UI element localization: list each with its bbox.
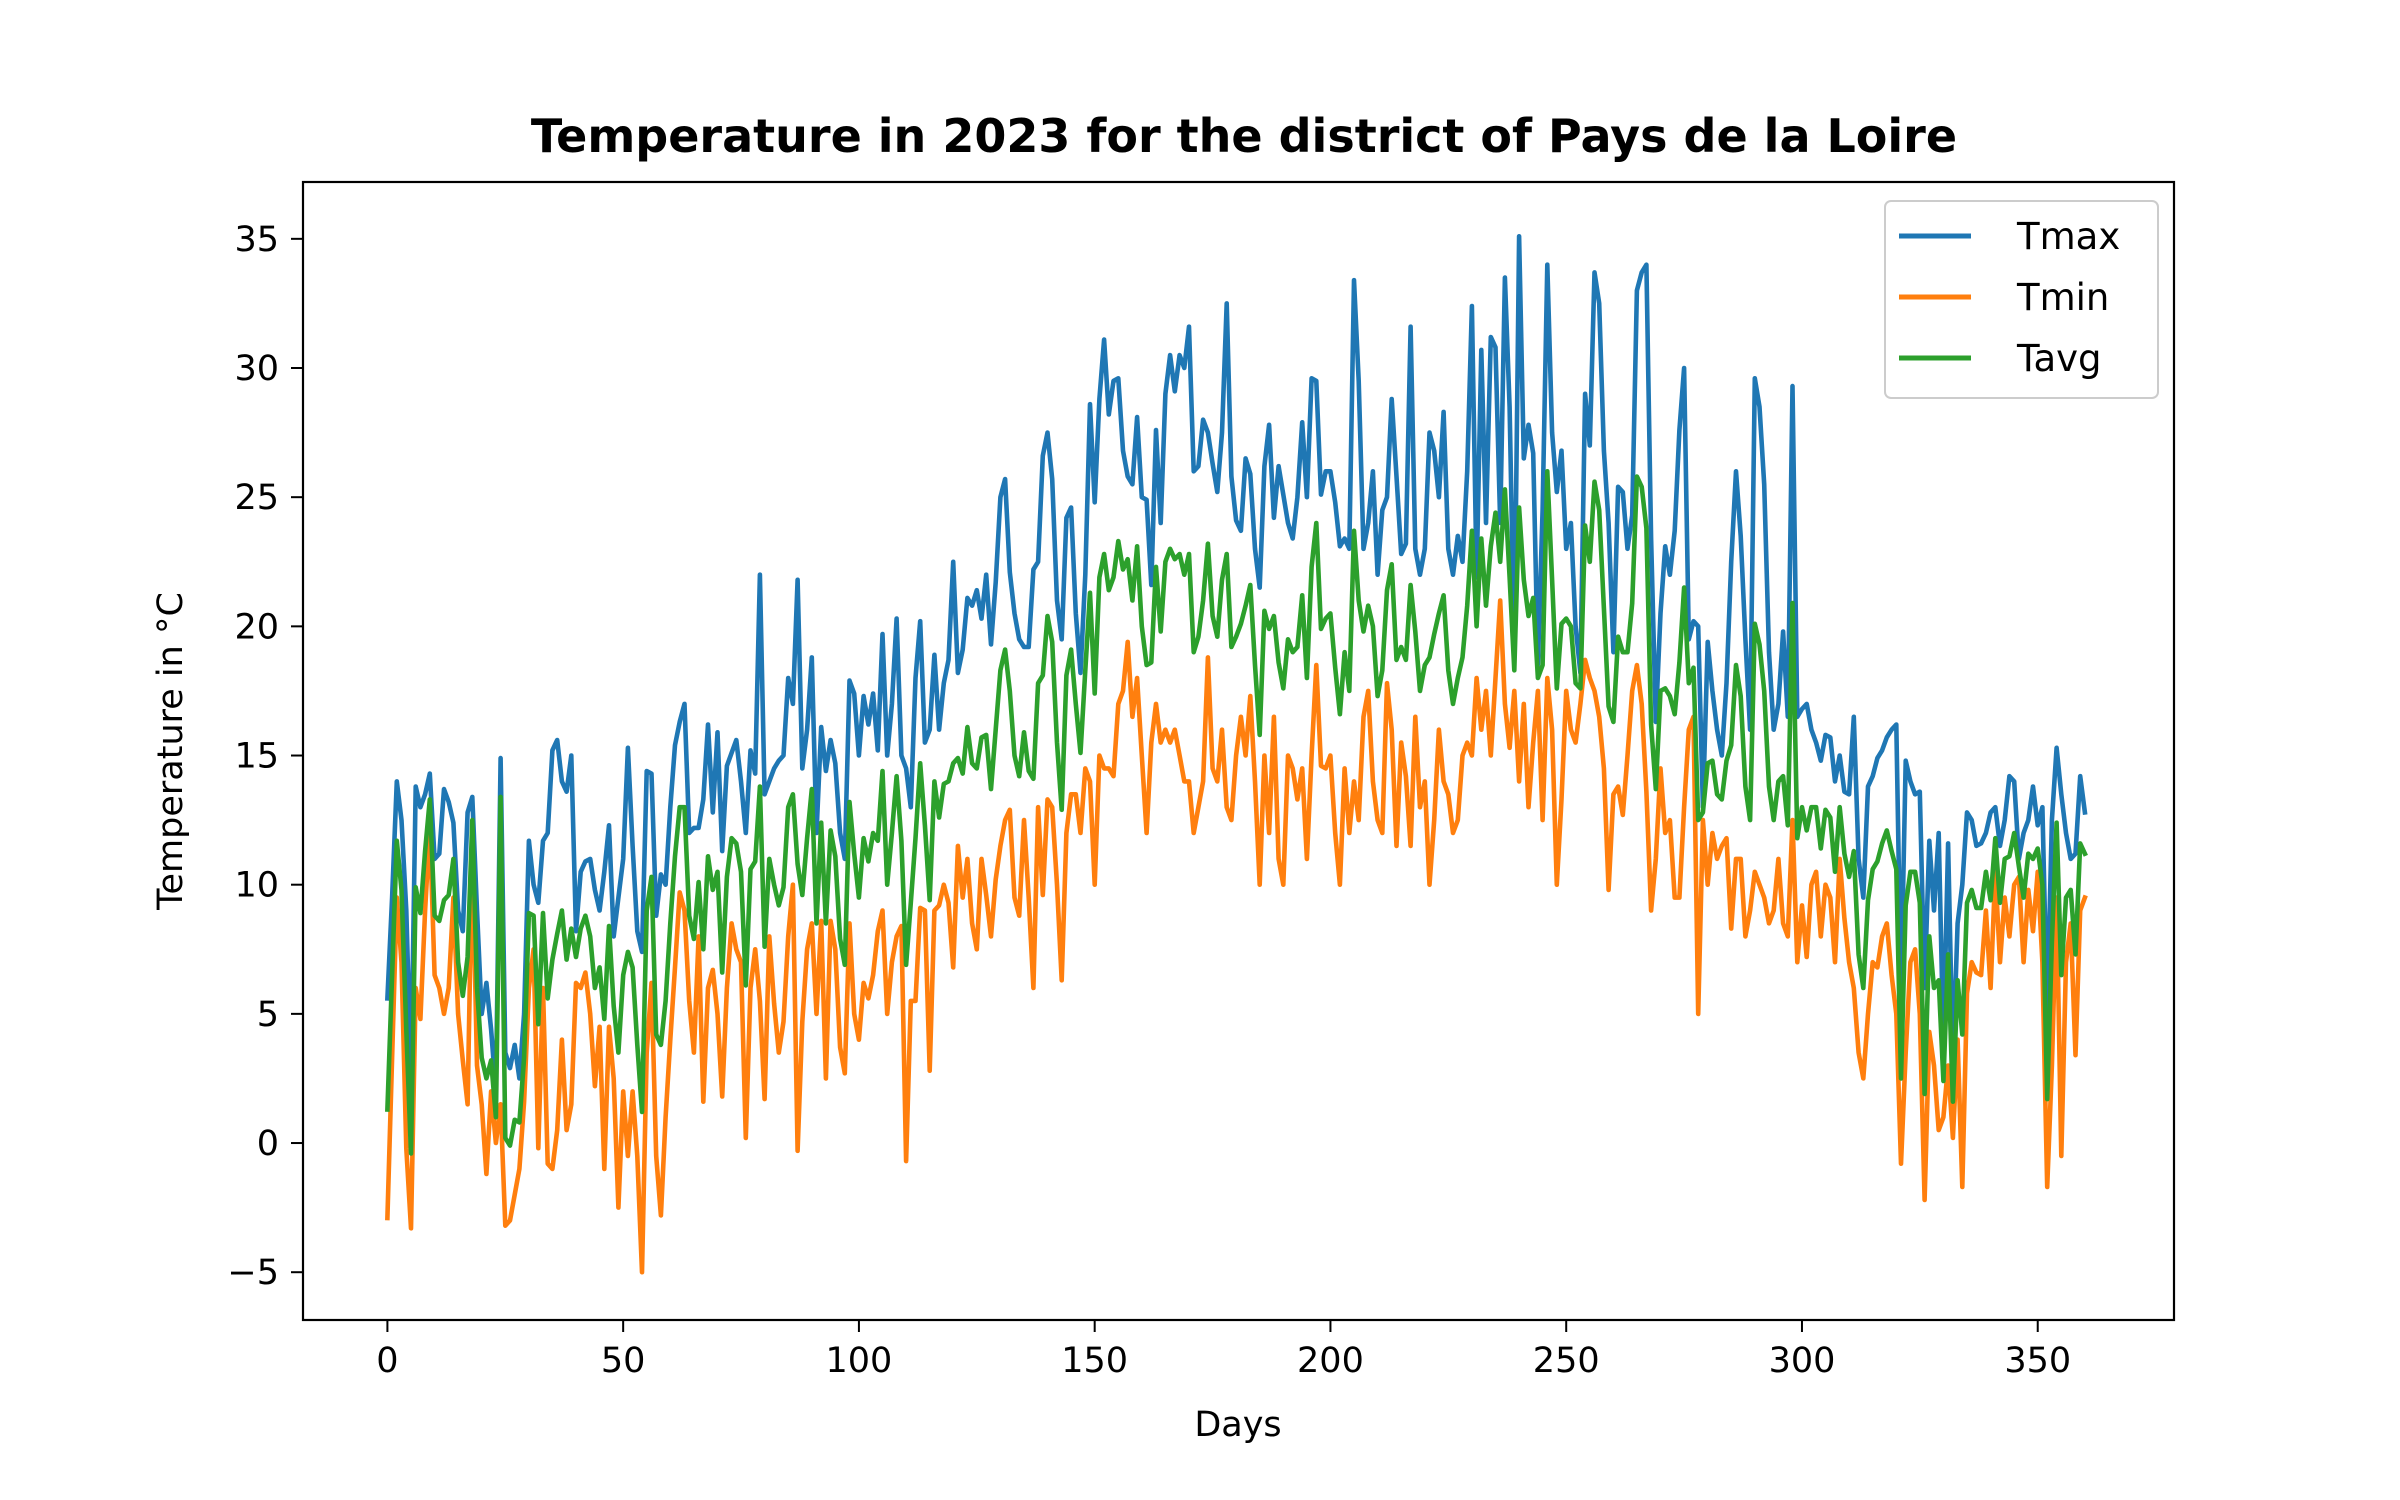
y-tick-label: 5 <box>257 995 279 1035</box>
x-tick-label: 200 <box>1297 1341 1364 1381</box>
x-tick-label: 100 <box>826 1341 893 1381</box>
plot-lines <box>384 234 2088 1275</box>
x-tick-label: 150 <box>1061 1341 1128 1381</box>
legend-label-tmin: Tmin <box>2016 276 2109 319</box>
y-tick-label: 30 <box>234 349 279 389</box>
y-tick-label: 15 <box>234 737 279 777</box>
plot-frame <box>301 180 2176 1322</box>
y-axis-ticks: −5 0 5 10 15 20 25 30 35 <box>227 220 303 1293</box>
y-tick-label: 25 <box>234 478 279 518</box>
y-tick-label: 10 <box>234 866 279 906</box>
x-tick-label: 250 <box>1533 1341 1600 1381</box>
x-tick-label: 0 <box>376 1341 398 1381</box>
y-tick-label: −5 <box>227 1253 279 1293</box>
y-axis-label: Temperature in °C <box>151 592 191 911</box>
legend-box <box>1884 200 2159 399</box>
series-line-tavg <box>385 469 2088 1156</box>
x-tick-label: 50 <box>601 1341 646 1381</box>
x-axis-label: Days <box>1194 1405 1281 1445</box>
x-tick-label: 350 <box>2004 1341 2071 1381</box>
series-line-tmax <box>384 234 2088 1094</box>
legend: Tmax Tmin Tavg <box>1884 200 2159 399</box>
legend-label-tavg: Tavg <box>2016 337 2102 380</box>
y-tick-label: 0 <box>257 1124 279 1164</box>
x-axis-ticks: 0 50 100 150 200 250 300 350 <box>376 1320 2071 1381</box>
y-tick-label: 20 <box>234 607 279 647</box>
legend-label-tmax: Tmax <box>2016 215 2120 258</box>
y-tick-label: 35 <box>234 220 279 260</box>
x-tick-label: 300 <box>1769 1341 1836 1381</box>
series-line-tmin <box>385 598 2088 1275</box>
chart-title: Temperature in 2023 for the district of … <box>531 109 1957 163</box>
